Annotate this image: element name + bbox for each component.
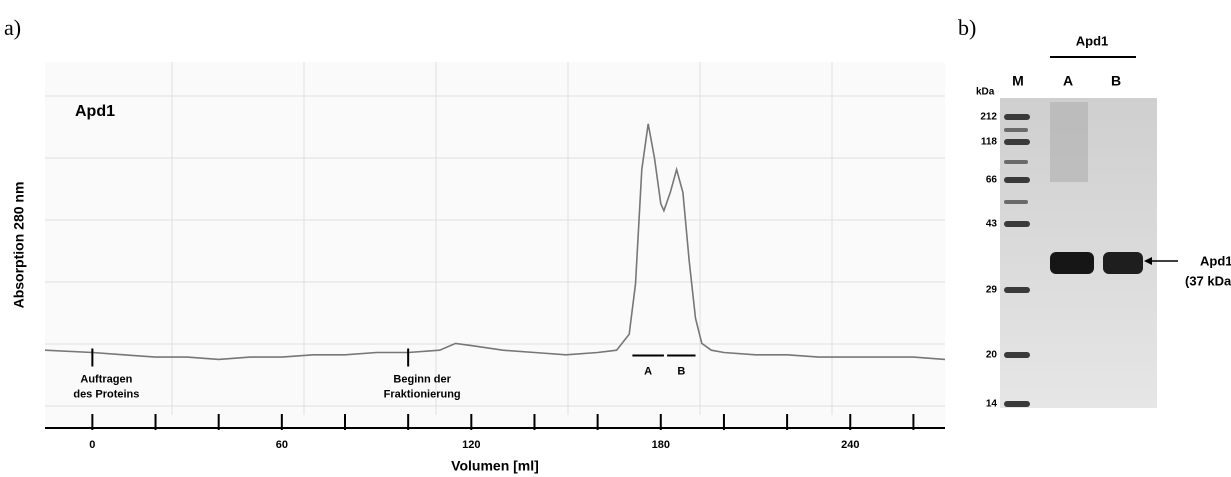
marker-band bbox=[1004, 401, 1030, 407]
x-tick-label: 60 bbox=[276, 439, 288, 451]
chart-paper bbox=[45, 62, 945, 428]
trace bbox=[44, 123, 946, 361]
fraction-label: A bbox=[644, 365, 652, 377]
marker-label: 118 bbox=[981, 137, 998, 148]
lane-label: A bbox=[1063, 73, 1073, 89]
annotation: des Proteins bbox=[73, 388, 139, 400]
gel-group-label: Apd1 bbox=[1076, 33, 1109, 48]
annotation: Fraktionierung bbox=[384, 388, 461, 400]
marker-band bbox=[1004, 114, 1030, 120]
x-axis-label: Volumen [ml] bbox=[451, 458, 539, 474]
annotation: Auftragen bbox=[80, 373, 132, 385]
band-label: Apd1 bbox=[1200, 253, 1231, 268]
marker-band bbox=[1004, 287, 1030, 293]
paper-grid bbox=[45, 62, 945, 415]
marker-band bbox=[1004, 177, 1030, 183]
marker-band bbox=[1004, 352, 1030, 358]
marker-label: 20 bbox=[986, 350, 998, 361]
smear bbox=[1050, 102, 1088, 182]
y-axis-label: Absorption 280 nm bbox=[11, 182, 27, 309]
band bbox=[1050, 252, 1094, 274]
marker-band bbox=[1004, 200, 1028, 204]
chart-title: Apd1 bbox=[75, 103, 115, 120]
marker-band bbox=[1004, 128, 1028, 132]
lane-label: B bbox=[1111, 73, 1121, 89]
band bbox=[1103, 252, 1143, 274]
marker-lane: 212 118 66 43 29 20 14 bbox=[980, 112, 1030, 410]
marker-label: 66 bbox=[986, 175, 998, 186]
marker-label: 43 bbox=[986, 219, 998, 230]
lane-label: M bbox=[1012, 73, 1024, 89]
arrow-head bbox=[1144, 257, 1152, 265]
marker-label: 29 bbox=[986, 285, 998, 296]
panel-label: b) bbox=[958, 15, 976, 40]
unit-label: kDa bbox=[976, 87, 995, 98]
x-tick-label: 0 bbox=[89, 439, 95, 451]
x-tick-label: 180 bbox=[652, 439, 670, 451]
marker-band bbox=[1004, 160, 1028, 164]
fraction-label: B bbox=[677, 365, 685, 377]
panel-label: a) bbox=[4, 15, 21, 40]
marker-label: 212 bbox=[980, 112, 997, 123]
marker-band bbox=[1004, 139, 1030, 145]
annotation: Beginn der bbox=[393, 373, 451, 385]
band-label: (37 kDa) bbox=[1185, 273, 1231, 288]
x-tick-label: 120 bbox=[462, 439, 480, 451]
marker-label: 14 bbox=[986, 399, 998, 410]
x-tick-label: 240 bbox=[841, 439, 859, 451]
marker-band bbox=[1004, 221, 1030, 227]
